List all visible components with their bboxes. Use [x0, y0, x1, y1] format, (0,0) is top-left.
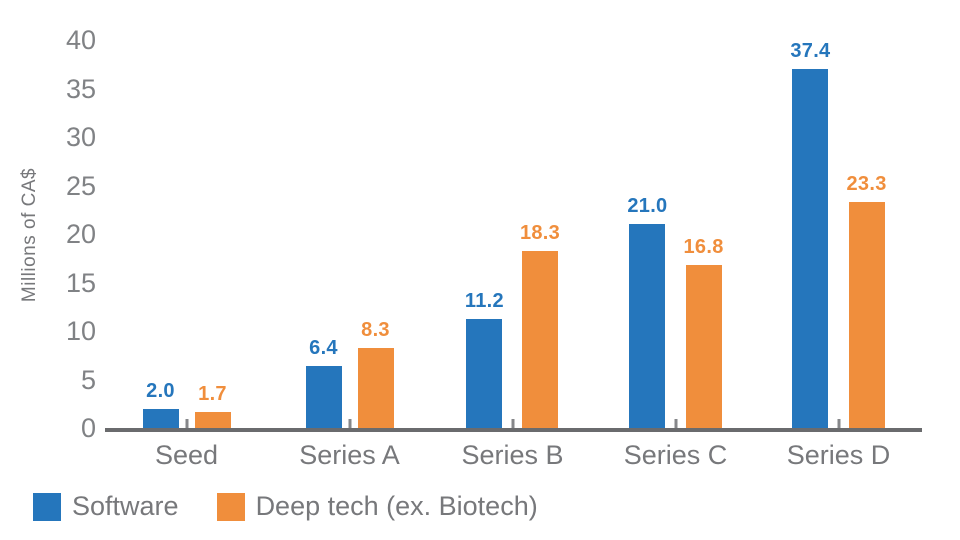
legend: Software Deep tech (ex. Biotech)	[33, 491, 538, 522]
y-tick-label-10: 10	[65, 316, 96, 346]
x-axis-tick-seed	[185, 419, 188, 428]
x-axis-labels: Seed Series A Series B Series C Series D	[105, 440, 920, 471]
x-axis-line	[105, 428, 922, 432]
bar-value-deep-seed: 1.7	[198, 382, 227, 405]
y-tick-label-20: 20	[65, 219, 96, 249]
bar-group-software-series-c: 21.0	[627, 40, 667, 428]
legend-item-deep: Deep tech (ex. Biotech)	[216, 491, 538, 522]
bar-software-seed	[142, 408, 179, 428]
bar-group-software-series-b: 11.2	[465, 40, 504, 428]
category-group-series-a: 6.4 8.3	[268, 40, 431, 428]
category-group-series-b: 11.2 18.3	[431, 40, 594, 428]
bar-group-deep-series-d: 23.3	[847, 40, 887, 428]
y-tick-label-15: 15	[65, 267, 96, 298]
bar-deep-series-c	[685, 265, 722, 428]
legend-swatch-deep	[216, 492, 245, 521]
x-label-series-c: Series C	[623, 440, 728, 470]
bar-group-software-series-a: 6.4	[305, 40, 342, 428]
bar-deep-series-a	[357, 347, 394, 428]
bar-value-deep-series-a: 8.3	[361, 318, 390, 341]
bar-software-series-d	[792, 69, 829, 428]
plot-area: 2.0 1.7 6.4 8.3 11.2 18.3 21.0 16.8 37.4 23.3	[105, 40, 920, 428]
bar-value-deep-series-d: 23.3	[846, 173, 887, 195]
x-axis-tick-series-b	[511, 419, 514, 428]
bar-value-software-series-a: 6.4	[309, 336, 338, 359]
x-label-series-b: Series B	[461, 440, 564, 470]
bar-group-deep-series-b: 18.3	[520, 40, 560, 428]
y-tick-label-5: 5	[80, 364, 96, 395]
y-tick-label-30: 30	[65, 122, 96, 152]
bar-deep-seed	[194, 411, 231, 428]
bar-software-series-b	[466, 319, 503, 428]
bar-value-software-series-c: 21.0	[627, 195, 668, 218]
y-tick-label-25: 25	[65, 170, 96, 201]
y-tick-label-35: 35	[65, 73, 96, 104]
legend-swatch-software	[33, 492, 61, 521]
legend-label-software: Software	[72, 491, 179, 521]
x-axis-tick-series-a	[348, 419, 351, 428]
bar-software-series-a	[305, 365, 342, 428]
x-label-series-a: Series A	[299, 440, 400, 470]
bar-value-software-series-d: 37.4	[790, 40, 831, 62]
bar-value-deep-series-b: 18.3	[519, 221, 561, 244]
bar-group-deep-series-a: 8.3	[357, 40, 394, 428]
x-label-series-d: Series D	[786, 440, 891, 470]
bar-deep-series-b	[522, 250, 558, 428]
bar-software-series-c	[629, 224, 666, 428]
bar-value-deep-series-c: 16.8	[683, 236, 724, 258]
x-axis-tick-series-d	[837, 419, 840, 428]
bar-value-software-series-b: 11.2	[464, 290, 504, 313]
category-group-seed: 2.0 1.7	[105, 40, 268, 428]
y-tick-label-0: 0	[80, 413, 96, 443]
x-axis-tick-series-c	[674, 419, 677, 428]
category-group-series-c: 21.0 16.8	[594, 40, 757, 428]
bar-group-deep-seed: 1.7	[194, 40, 231, 428]
bar-group-software-series-d: 37.4	[790, 40, 830, 428]
bar-value-software-seed: 2.0	[146, 379, 175, 402]
bar-deep-series-d	[848, 202, 885, 428]
bar-group-software-seed: 2.0	[142, 40, 179, 428]
x-label-seed: Seed	[154, 440, 219, 470]
category-group-series-d: 37.4 23.3	[757, 40, 920, 428]
legend-item-software: Software	[33, 491, 179, 522]
y-tick-label-40: 40	[65, 25, 96, 55]
legend-label-deep: Deep tech (ex. Biotech)	[255, 491, 538, 521]
bar-group-deep-series-c: 16.8	[684, 40, 724, 428]
